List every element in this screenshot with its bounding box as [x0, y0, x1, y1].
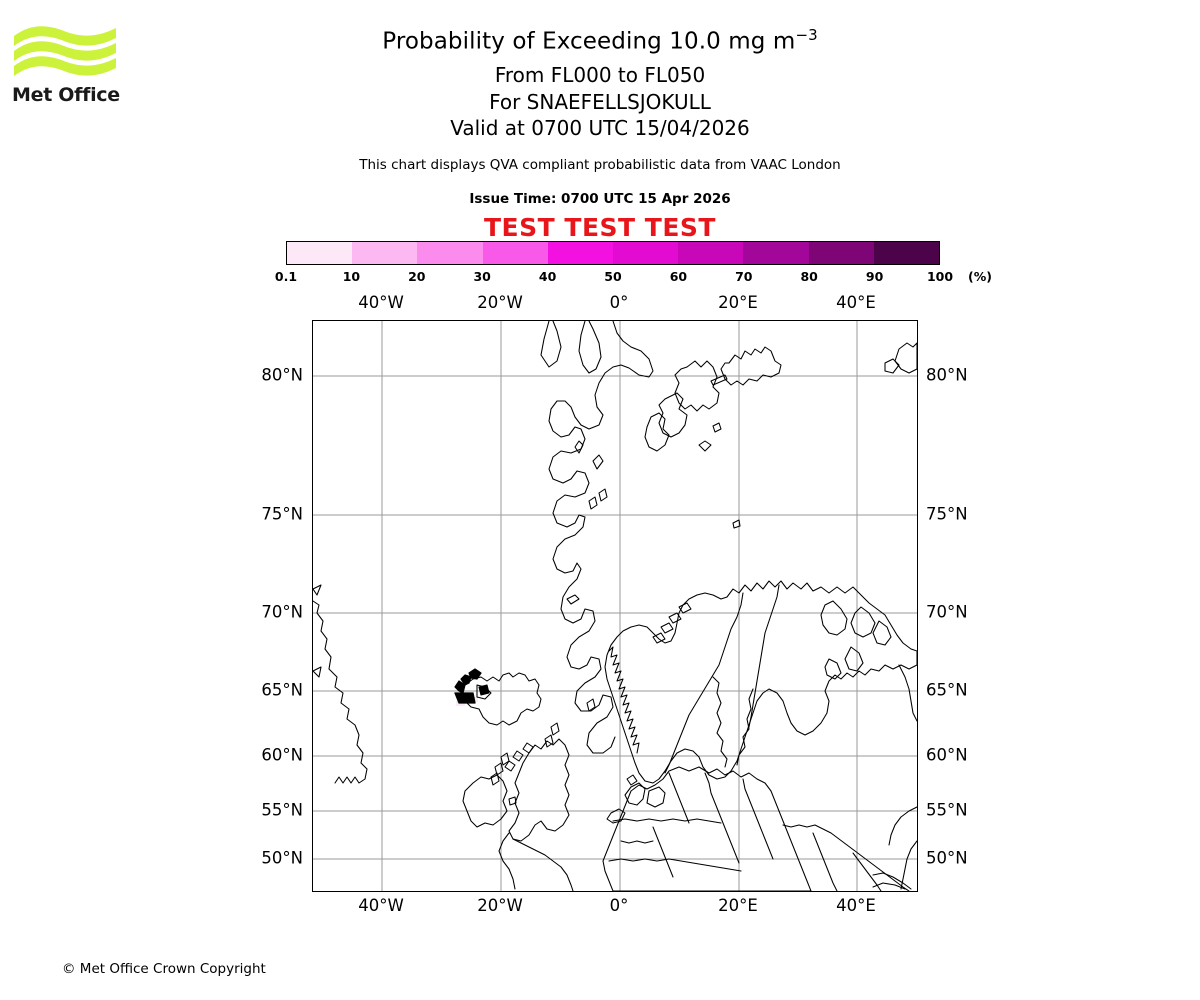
coastline-layer — [313, 321, 917, 891]
lat-label-left-70: 70°N — [261, 602, 303, 622]
lat-label-left-60: 60°N — [261, 745, 303, 765]
lat-label-left-65: 65°N — [261, 680, 303, 700]
lat-label-right-60: 60°N — [926, 745, 968, 765]
colorbar-segment-60-70 — [678, 242, 744, 264]
test-banner: TEST TEST TEST — [484, 213, 716, 242]
colorbar-segment-80-90 — [808, 242, 874, 264]
colorbar-segment-90-100 — [873, 242, 940, 264]
lon-label-top-2: 0° — [609, 293, 629, 312]
lat-label-right-55: 55°N — [926, 800, 968, 820]
compliance-note: This chart displays QVA compliant probab… — [359, 157, 841, 173]
copyright-footer: © Met Office Crown Copyright — [62, 961, 266, 977]
colorbar-tick-90: 90 — [865, 269, 884, 284]
colorbar-tick-20: 20 — [408, 269, 426, 284]
lat-label-right-50: 50°N — [926, 848, 968, 868]
page-title: Probability of Exceeding 10.0 mg m−3 — [0, 26, 1200, 55]
page-title-exponent: −3 — [795, 26, 818, 44]
lon-label-bottom-2: 0° — [609, 896, 629, 915]
valid-time-line: Valid at 0700 UTC 15/04/2026 — [450, 116, 750, 140]
colorbar-tick-10: 10 — [342, 269, 361, 284]
lon-label-bottom-0: 40°W — [358, 896, 404, 915]
colorbar-segment-20-30 — [417, 242, 483, 264]
colorbar-segment-70-80 — [743, 242, 809, 264]
colorbar-tick-40: 40 — [538, 269, 557, 284]
lon-label-bottom-4: 40°E — [836, 896, 876, 915]
issue-time: Issue Time: 0700 UTC 15 Apr 2026 — [469, 191, 731, 207]
lon-label-top-1: 20°W — [477, 293, 523, 312]
graticule-gridlines — [313, 321, 917, 891]
lat-label-right-70: 70°N — [926, 602, 968, 622]
lat-label-right-75: 75°N — [926, 504, 968, 524]
colorbar-segment-30-40 — [482, 242, 548, 264]
lat-label-left-75: 75°N — [261, 504, 303, 524]
colorbar-tick-30: 30 — [473, 269, 491, 284]
colorbar-tick-50: 50 — [604, 269, 622, 284]
colorbar-tick-100: 100 — [926, 269, 954, 284]
colorbar-segment-0.1-10 — [287, 242, 353, 264]
colorbar-tick-0.1: 0.1 — [274, 269, 298, 284]
flight-level-line: From FL000 to FL050 — [494, 63, 706, 87]
lon-label-top-0: 40°W — [358, 293, 404, 312]
lon-label-bottom-3: 20°E — [718, 896, 758, 915]
met-office-waves-icon — [14, 26, 116, 76]
lat-label-right-65: 65°N — [926, 680, 968, 700]
lat-label-left-80: 80°N — [261, 365, 303, 385]
colorbar-tick-labels: 0.1 10 20 30 40 50 60 70 80 90 100 — [275, 269, 953, 287]
lat-label-left-55: 55°N — [261, 800, 303, 820]
lon-label-top-4: 40°E — [836, 293, 876, 312]
lat-label-left-50: 50°N — [261, 848, 303, 868]
page-title-text: Probability of Exceeding 10.0 mg m — [382, 28, 796, 55]
colorbar-segment-50-60 — [613, 242, 679, 264]
volcano-line: For SNAEFELLSJOKULL — [489, 90, 711, 114]
lon-label-top-3: 20°E — [718, 293, 758, 312]
met-office-logo: Met Office — [12, 22, 122, 112]
colorbar-tick-70: 70 — [735, 269, 753, 284]
met-office-wordmark: Met Office — [12, 84, 120, 106]
colorbar-segments — [286, 241, 940, 265]
colorbar-segment-10-20 — [352, 242, 418, 264]
lat-label-right-80: 80°N — [926, 365, 968, 385]
colorbar-tick-80: 80 — [800, 269, 818, 284]
colorbar-segment-40-50 — [547, 242, 614, 264]
probability-colorbar — [286, 241, 940, 265]
colorbar-units-label: (%) — [968, 269, 992, 284]
map-svg — [313, 321, 917, 891]
map-plot-area[interactable] — [312, 320, 918, 892]
colorbar-tick-60: 60 — [669, 269, 688, 284]
lon-label-bottom-1: 20°W — [477, 896, 523, 915]
